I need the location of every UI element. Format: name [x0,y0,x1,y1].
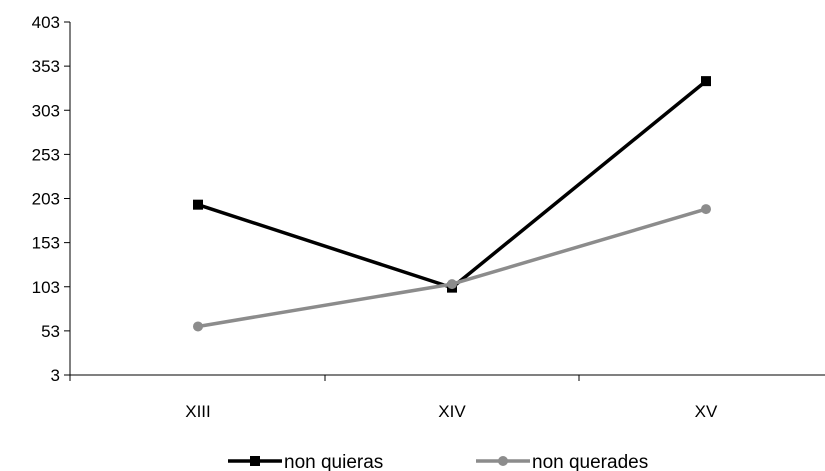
series-non-querades [193,204,711,332]
y-tick-label: 153 [32,234,60,253]
y-tick-label: 253 [32,145,60,164]
y-tick-label: 53 [41,322,60,341]
data-point-circle [447,279,457,290]
legend-marker-circle [498,456,508,466]
y-tick-label: 403 [32,13,60,32]
x-axis: XIII XIV XV [69,374,825,421]
y-tick-label: 353 [32,57,60,76]
y-tick-label: 3 [51,366,60,385]
data-point-circle [701,204,711,215]
y-tick-label: 303 [32,101,60,120]
series-lines [193,76,711,332]
y-tick-label: 103 [32,278,60,297]
y-tick-label: 203 [32,190,60,209]
legend-marker-square [250,456,260,466]
legend-label: non querades [532,452,648,471]
x-tick-label: XIV [438,402,466,421]
x-tick-label: XIII [185,402,211,421]
data-point-square [701,76,711,87]
series-line [197,207,707,329]
legend-item: non querades [476,452,648,471]
series-non-quieras [193,76,711,293]
legend-label: non quieras [284,452,383,471]
x-tick-label: XV [695,402,718,421]
series-line [197,79,708,290]
legend-item: non quieras [228,452,383,471]
data-point-square [193,199,203,210]
data-point-circle [193,321,203,332]
legend: non quieras non querades [228,452,648,471]
